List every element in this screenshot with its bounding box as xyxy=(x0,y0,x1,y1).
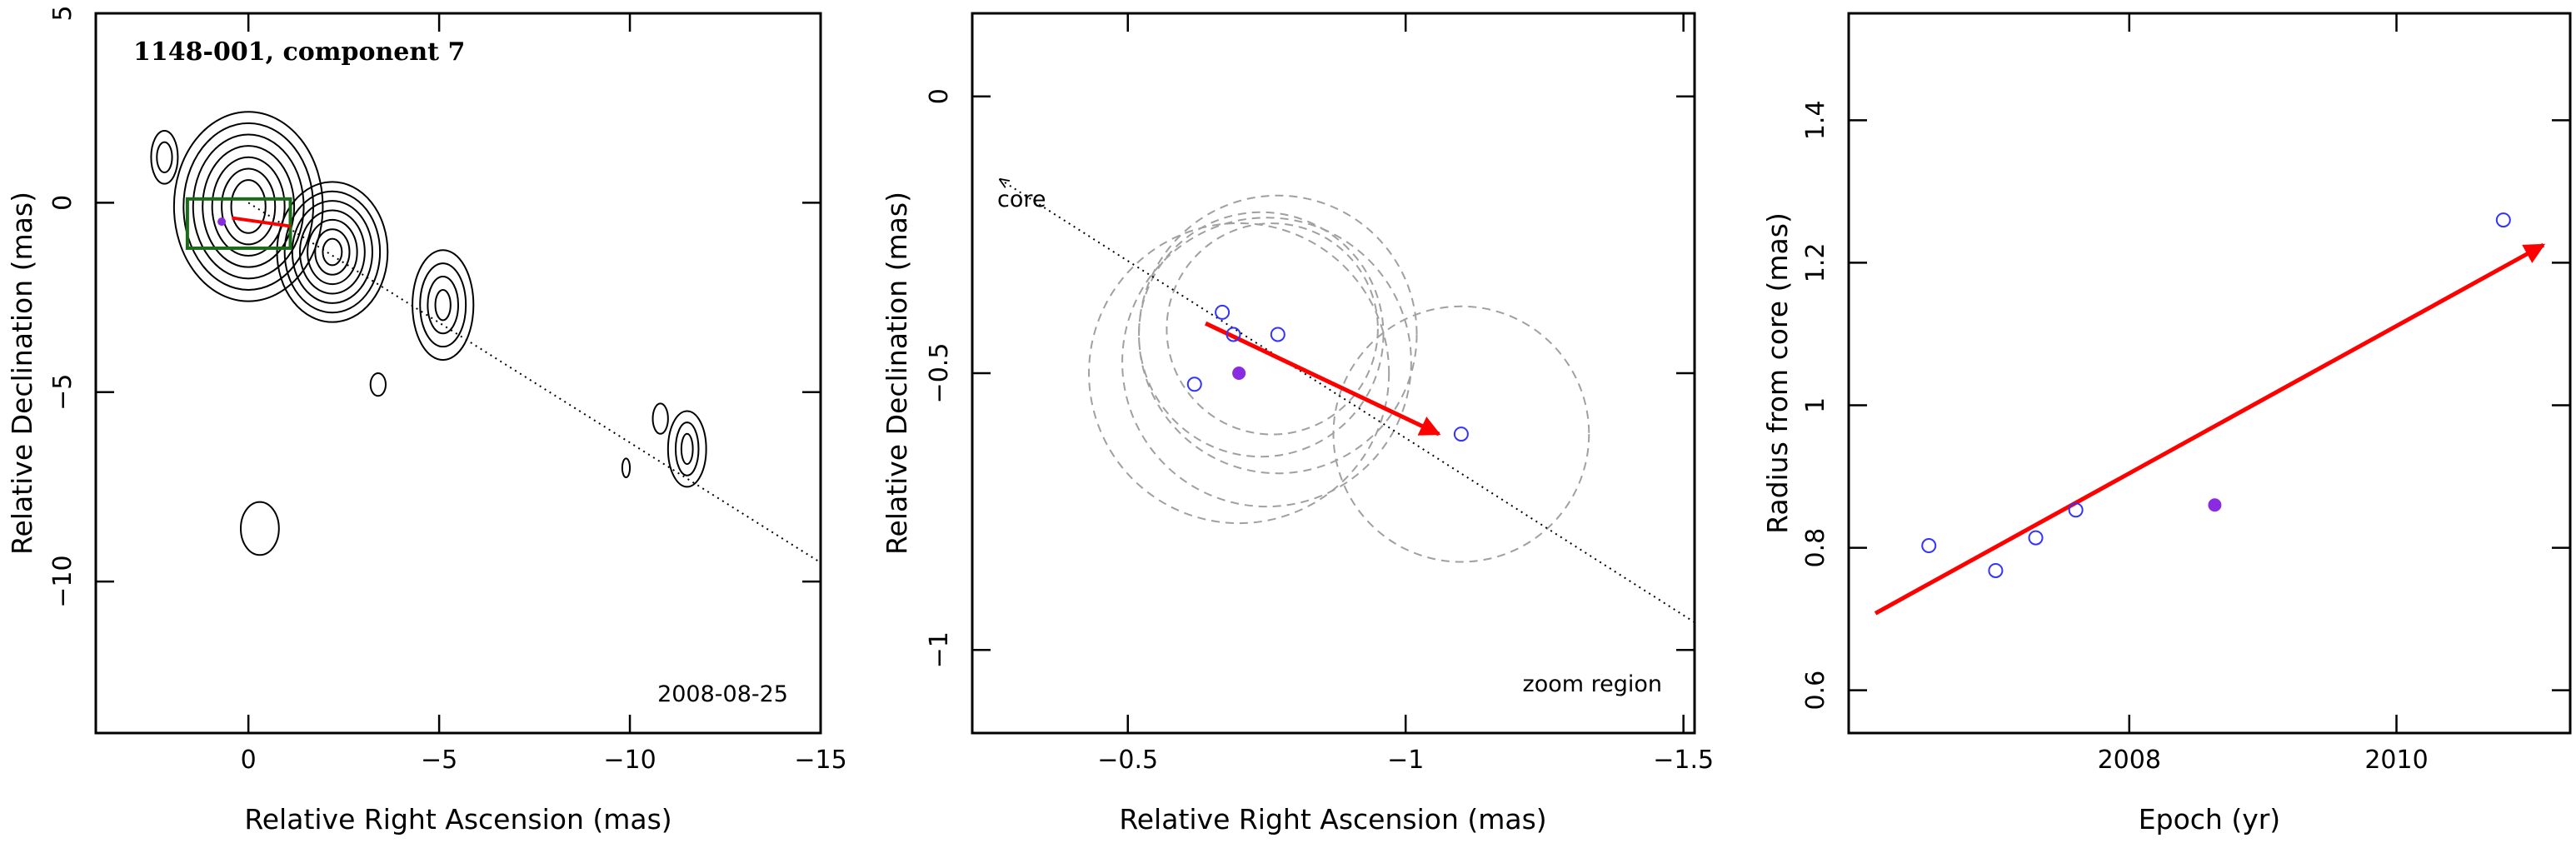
epoch-label: 2008-08-25 xyxy=(657,681,788,707)
open-point xyxy=(2495,212,2511,228)
contour-core xyxy=(230,179,267,234)
open-point xyxy=(1226,327,1241,342)
contour-map-frame xyxy=(94,12,822,735)
radius-ytick-label: 1.2 xyxy=(1801,243,1830,283)
contour-knot-2 xyxy=(291,200,373,304)
error-circle xyxy=(1332,305,1590,563)
radius-ytick-label: 1.4 xyxy=(1801,100,1830,140)
radius-ytick-label: 1 xyxy=(1801,397,1830,413)
radius-xtick-label: 2010 xyxy=(2364,746,2428,775)
filled-point xyxy=(1232,367,1246,380)
zoom-ytick-label: 0 xyxy=(925,88,954,104)
jet-axis-line xyxy=(1000,179,1695,623)
contour-core xyxy=(202,145,296,268)
error-circle xyxy=(1138,211,1385,458)
contour-knot-5 xyxy=(412,249,475,362)
contour-knot-5 xyxy=(434,288,452,322)
contour-knot-5 xyxy=(419,262,467,348)
zoom-xlabel: Relative Right Ascension (mas) xyxy=(1119,803,1546,836)
error-circle xyxy=(1088,222,1390,525)
radius-content xyxy=(1874,212,2546,616)
radius-ytick-label: 0.8 xyxy=(1801,528,1830,568)
radius-ytick-label: 0.6 xyxy=(1801,671,1830,711)
filled-point xyxy=(2208,498,2222,512)
panel-contour-map: 0 −5 −10 −15 5 0 −5 −10 1148-001, component 7 2… xyxy=(6,5,847,836)
contour-map-title: 1148-001, component 7 xyxy=(133,37,465,67)
core-annotation: core xyxy=(997,187,1046,212)
zoom-frame xyxy=(971,12,1696,735)
contour-knot-2 xyxy=(314,228,351,276)
contour-map-ytick-label: −10 xyxy=(48,555,77,607)
contour-knot-2 xyxy=(298,209,366,295)
component-marker xyxy=(217,217,227,227)
zoom-xtick-label: −0.5 xyxy=(1097,746,1158,775)
radius-ticks: 2008 2010 0.6 0.8 1 1.2 1.4 xyxy=(1801,13,2570,775)
motion-arrow-small xyxy=(232,216,291,228)
jet-axis-line xyxy=(247,202,821,564)
zoom-ticks: −0.5 −1 −1.5 0 −0.5 −1 xyxy=(925,13,1714,775)
zoom-content xyxy=(1000,179,1695,623)
contour-blob-left xyxy=(150,129,179,185)
contour-map-ylabel: Relative Declination (mas) xyxy=(6,192,38,555)
contour-map-ytick-label: 0 xyxy=(48,195,77,211)
zoom-region-annotation: zoom region xyxy=(1523,671,1662,697)
contour-knot-11 xyxy=(666,410,707,488)
panel-radius-vs-epoch: 2008 2010 0.6 0.8 1 1.2 1.4 Epoch (yr) Radius … xyxy=(1761,12,2572,836)
contour-map-ytick-label: 5 xyxy=(48,5,77,21)
radius-frame xyxy=(1847,12,2572,735)
contour-blob-low xyxy=(240,501,280,556)
open-point xyxy=(1453,426,1469,442)
open-point xyxy=(2068,502,2084,518)
contour-map-xtick-label: −10 xyxy=(603,746,656,775)
contour-map-ticks: 0 −5 −10 −15 5 0 −5 −10 xyxy=(48,5,847,775)
contour-blob-left xyxy=(156,141,173,173)
radius-ylabel: Radius from core (mas) xyxy=(1761,212,1794,534)
contour-blob-10 xyxy=(651,402,669,435)
contour-knot-2 xyxy=(276,181,389,323)
contour-blob-3 xyxy=(369,372,387,397)
panel-zoom: −0.5 −1 −1.5 0 −0.5 −1 core zoom region Relat… xyxy=(881,12,1714,836)
error-circle xyxy=(1138,194,1418,475)
contour-core xyxy=(221,167,277,246)
zoom-ytick-label: −1 xyxy=(925,631,954,668)
contour-map-xlabel: Relative Right Ascension (mas) xyxy=(244,803,671,836)
contour-map-xtick-label: −15 xyxy=(794,746,846,775)
open-point xyxy=(1921,538,1937,554)
error-circle xyxy=(1121,217,1412,508)
open-point xyxy=(1988,562,2004,578)
zoom-box xyxy=(185,197,292,250)
contour-knot-2 xyxy=(307,218,358,286)
contour-knot-11 xyxy=(675,422,700,476)
contour-blob-9 xyxy=(621,457,632,479)
motion-arrow xyxy=(1205,321,1441,436)
open-point xyxy=(1270,327,1286,342)
contour-map-ytick-label: −5 xyxy=(48,374,77,411)
radius-xtick-label: 2008 xyxy=(2098,746,2161,775)
zoom-ytick-label: −0.5 xyxy=(925,343,954,404)
contour-core xyxy=(192,133,305,280)
fit-arrow xyxy=(1874,242,2546,616)
zoom-ylabel: Relative Declination (mas) xyxy=(881,192,913,555)
error-circle xyxy=(1166,222,1379,436)
open-point xyxy=(1215,304,1231,320)
open-point xyxy=(1186,377,1202,392)
zoom-xtick-label: −1.5 xyxy=(1653,746,1714,775)
contour-core xyxy=(172,111,324,302)
contour-knot-2 xyxy=(283,190,382,314)
contour-knot-5 xyxy=(427,276,459,335)
contour-map-content xyxy=(150,111,821,564)
contour-knot-11 xyxy=(680,432,694,466)
zoom-xtick-label: −1 xyxy=(1387,746,1424,775)
contour-map-xtick-label: −5 xyxy=(421,746,457,775)
contour-core xyxy=(211,156,286,257)
contour-map-xtick-label: 0 xyxy=(241,746,257,775)
open-point xyxy=(2028,530,2044,546)
contour-knot-2 xyxy=(322,237,343,267)
radius-xlabel: Epoch (yr) xyxy=(2139,803,2280,836)
